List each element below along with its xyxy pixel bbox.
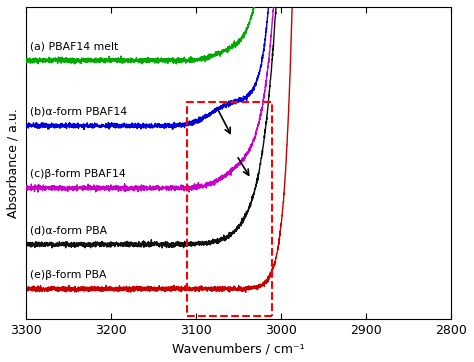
Y-axis label: Absorbance / a.u.: Absorbance / a.u. [7, 108, 20, 218]
Text: (c)β-form PBAF14: (c)β-form PBAF14 [30, 169, 126, 179]
Text: (a) PBAF14 melt: (a) PBAF14 melt [30, 42, 118, 51]
X-axis label: Wavenumbers / cm⁻¹: Wavenumbers / cm⁻¹ [172, 342, 305, 355]
Text: (d)α-form PBA: (d)α-form PBA [30, 226, 107, 236]
Text: (e)β-form PBA: (e)β-form PBA [30, 270, 106, 280]
Text: (b)α-form PBAF14: (b)α-form PBAF14 [30, 107, 127, 117]
Bar [187, 102, 273, 316]
